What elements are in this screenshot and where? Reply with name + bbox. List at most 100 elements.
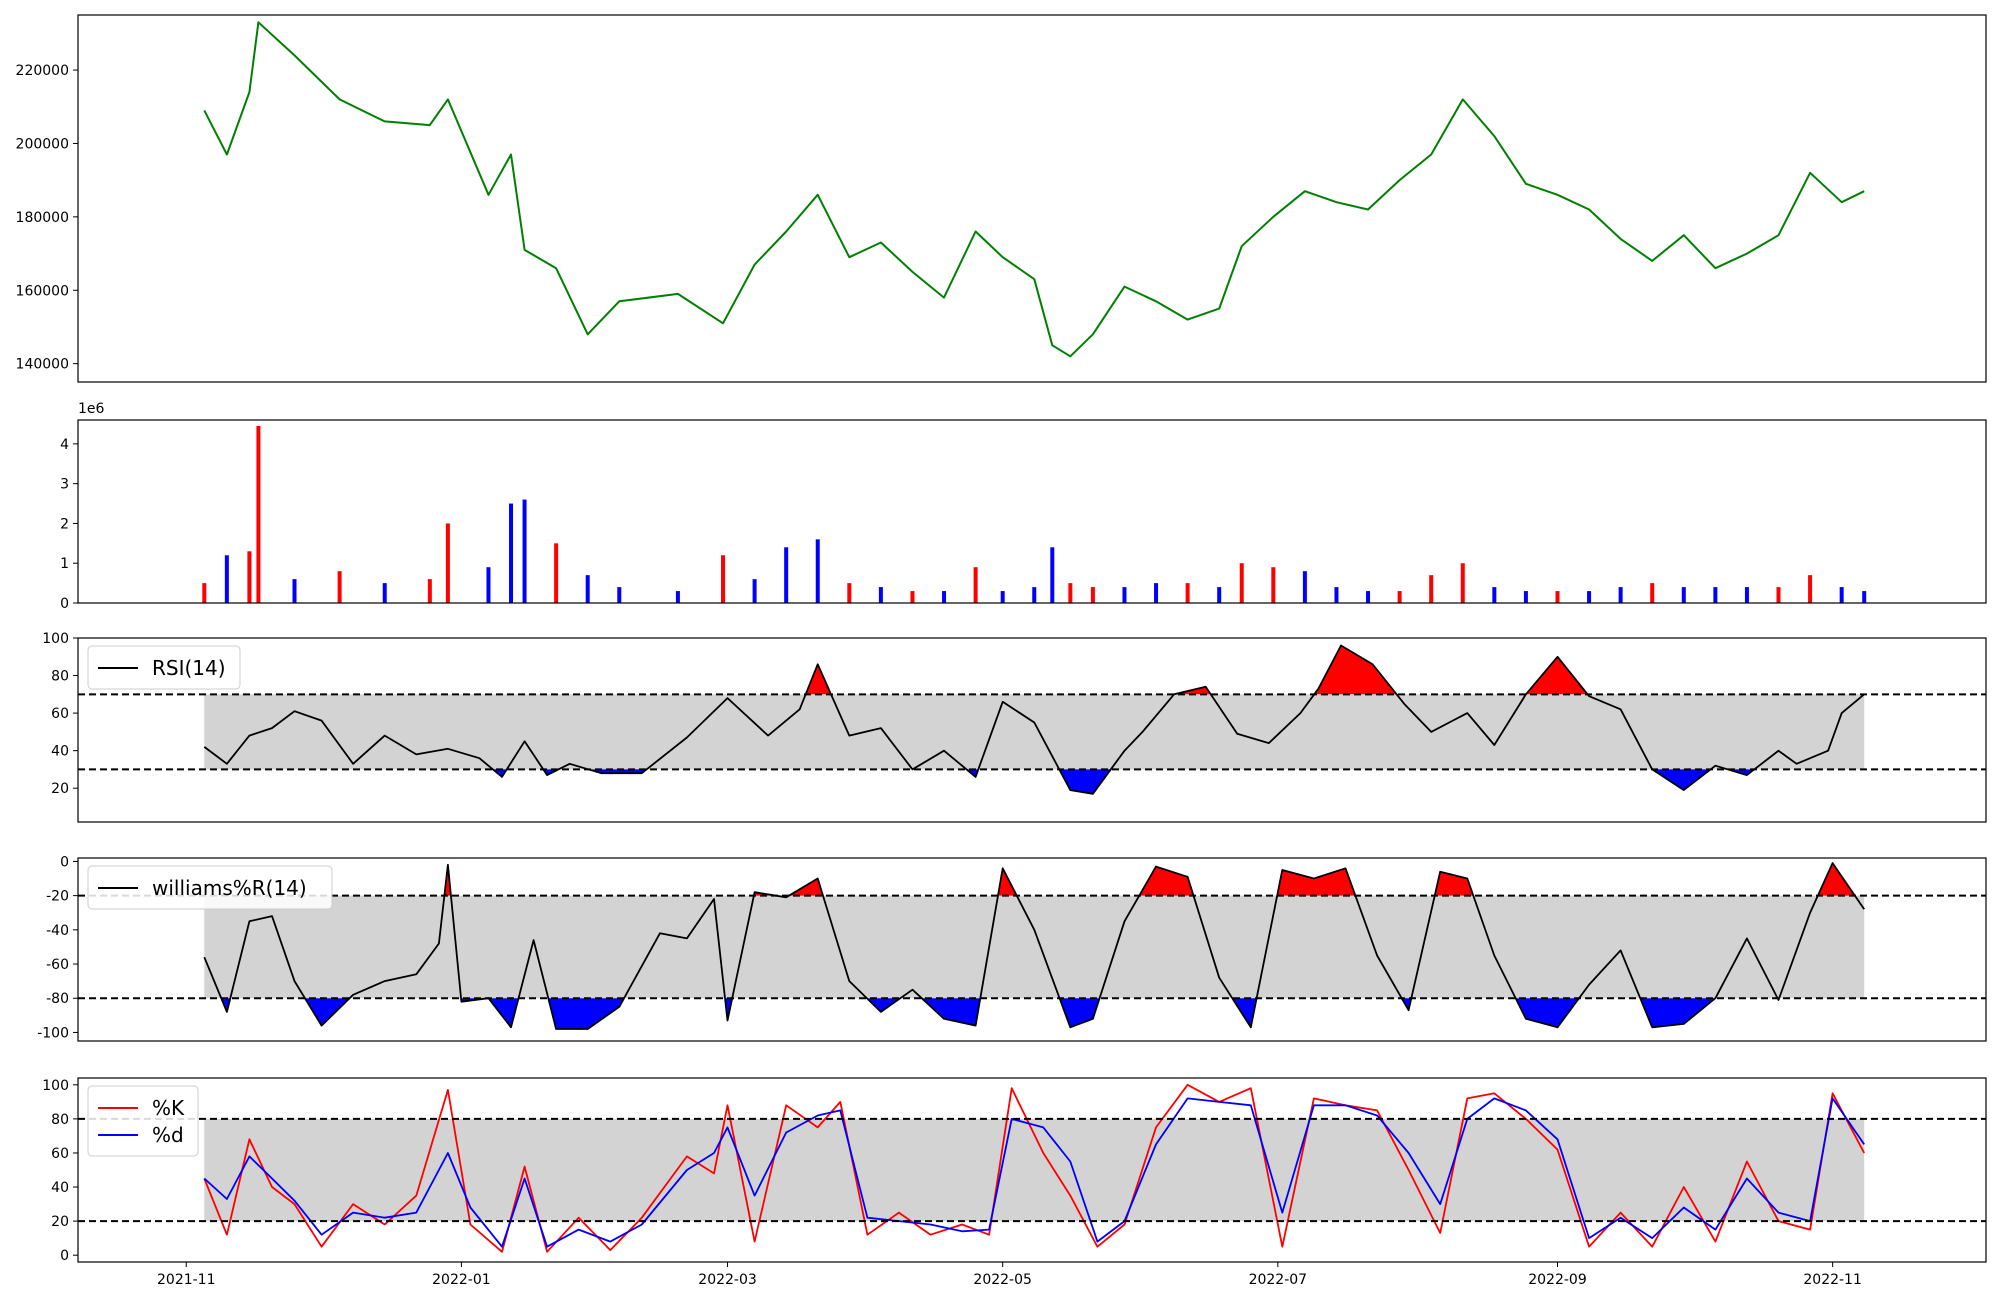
volume-bar: [784, 547, 789, 603]
volume-bar: [1154, 583, 1159, 603]
x-tick-label: 2022-01: [432, 1272, 491, 1288]
x-tick-label: 2022-09: [1528, 1272, 1587, 1288]
volume-bar: [1839, 587, 1844, 603]
volume-bar: [675, 591, 680, 603]
volume-bar: [847, 583, 852, 603]
overbought-fill: [805, 664, 831, 695]
legend-label: RSI(14): [152, 656, 226, 680]
legend: RSI(14): [87, 645, 241, 690]
x-tick-label: 2022-03: [698, 1272, 757, 1288]
volume-bar: [1239, 563, 1244, 603]
volume-bar: [1744, 587, 1749, 603]
y-tick-label: 20: [51, 781, 69, 797]
overbought-fill: [1277, 868, 1356, 896]
y-tick-label: 4: [60, 437, 69, 453]
volume-bar: [721, 555, 726, 603]
y-tick-label: 0: [60, 1248, 69, 1264]
neutral-band: [204, 895, 1865, 999]
legend: %K %d: [87, 1085, 199, 1157]
x-tick-label: 2022-07: [1249, 1272, 1308, 1288]
y-tick-label: -100: [37, 1025, 69, 1041]
axes-frame: [77, 419, 1987, 604]
volume-bar: [256, 425, 261, 603]
volume-bar: [1000, 591, 1005, 603]
volume-bar: [1090, 587, 1095, 603]
volume-bar: [1302, 571, 1307, 603]
axes-frame: [77, 1077, 1987, 1263]
oversold-fill: [921, 998, 981, 1026]
y-tick-label: 100: [42, 631, 69, 647]
y-tick-label: -40: [46, 923, 69, 939]
oversold-fill: [304, 998, 350, 1026]
volume-bar: [1217, 587, 1222, 603]
volume-bar: [382, 583, 387, 603]
y-tick-label: 40: [51, 1180, 69, 1196]
volume-bar: [224, 555, 229, 603]
y-tick-label: 0: [60, 596, 69, 612]
k-line: [203, 1083, 1865, 1253]
volume-panel: 0 1 2 3 4 1e6: [60, 401, 1987, 612]
x-tick-label: 2022-11: [1803, 1272, 1862, 1288]
oversold-fill: [1652, 769, 1711, 791]
volume-bar: [445, 523, 450, 603]
volume-bar: [522, 499, 527, 603]
y-tick-label: 100: [42, 1078, 69, 1094]
volume-bar: [942, 591, 947, 603]
neutral-band: [204, 694, 1865, 770]
stochastic-panel: 0 20 40 60 80 100 2021-11 2022-01 2022-03 2022-05…: [42, 1077, 1987, 1288]
x-tick-label: 2021-11: [157, 1272, 216, 1288]
volume-bar: [910, 591, 915, 603]
y-tick-label: 40: [51, 744, 69, 760]
y-tick-label: 80: [51, 1112, 69, 1128]
overbought-fill: [1314, 645, 1397, 695]
volume-bar: [1429, 575, 1434, 603]
volume-bar: [509, 503, 514, 603]
volume-bar: [1555, 591, 1560, 603]
volume-bar: [1492, 587, 1497, 603]
oversold-fill: [866, 998, 901, 1012]
legend-box: [87, 865, 333, 910]
legend: williams%R(14): [87, 865, 333, 910]
overbought-fill: [1817, 863, 1855, 896]
volume-bar: [585, 575, 590, 603]
williams-r-14-line: [203, 862, 1865, 1030]
volume-bar: [337, 571, 342, 603]
axis-offset-label: 1e6: [78, 401, 105, 417]
legend-box: [87, 645, 241, 690]
volume-bar: [1862, 591, 1867, 603]
volume-bar: [486, 567, 491, 603]
legend-label: williams%R(14): [152, 876, 307, 900]
y-tick-label: -80: [46, 991, 69, 1007]
legend-box: [87, 1085, 199, 1157]
volume-bar: [1122, 587, 1127, 603]
d-line: [203, 1097, 1865, 1248]
axes-frame: [77, 14, 1987, 383]
y-tick-label: -20: [46, 889, 69, 905]
volume-bar: [247, 551, 252, 603]
volume-bar: [815, 539, 820, 603]
y-tick-label: 80: [51, 669, 69, 685]
legend-label: %d: [152, 1123, 184, 1147]
volume-bar: [973, 567, 978, 603]
y-tick-label: 1: [60, 556, 69, 572]
oversold-fill: [548, 998, 624, 1029]
volume-bar: [752, 579, 757, 603]
volume-bar: [1397, 591, 1402, 603]
volume-bar: [1271, 567, 1276, 603]
volume-bar: [1681, 587, 1686, 603]
legend-label: %K: [152, 1096, 185, 1120]
volume-bar: [1776, 587, 1781, 603]
oversold-fill: [488, 998, 519, 1028]
volume-bar: [1460, 563, 1465, 603]
volume-bar: [427, 579, 432, 603]
y-tick-label: 200000: [16, 136, 69, 152]
price-panel: 140000 160000 180000 200000 220000: [16, 14, 1987, 383]
y-tick-label: 2: [60, 516, 69, 532]
volume-bar: [1032, 587, 1037, 603]
volume-bar: [292, 579, 297, 603]
oversold-fill: [1059, 769, 1111, 794]
y-tick-label: -60: [46, 957, 69, 973]
y-tick-label: 20: [51, 1214, 69, 1230]
oversold-fill: [1232, 998, 1257, 1028]
